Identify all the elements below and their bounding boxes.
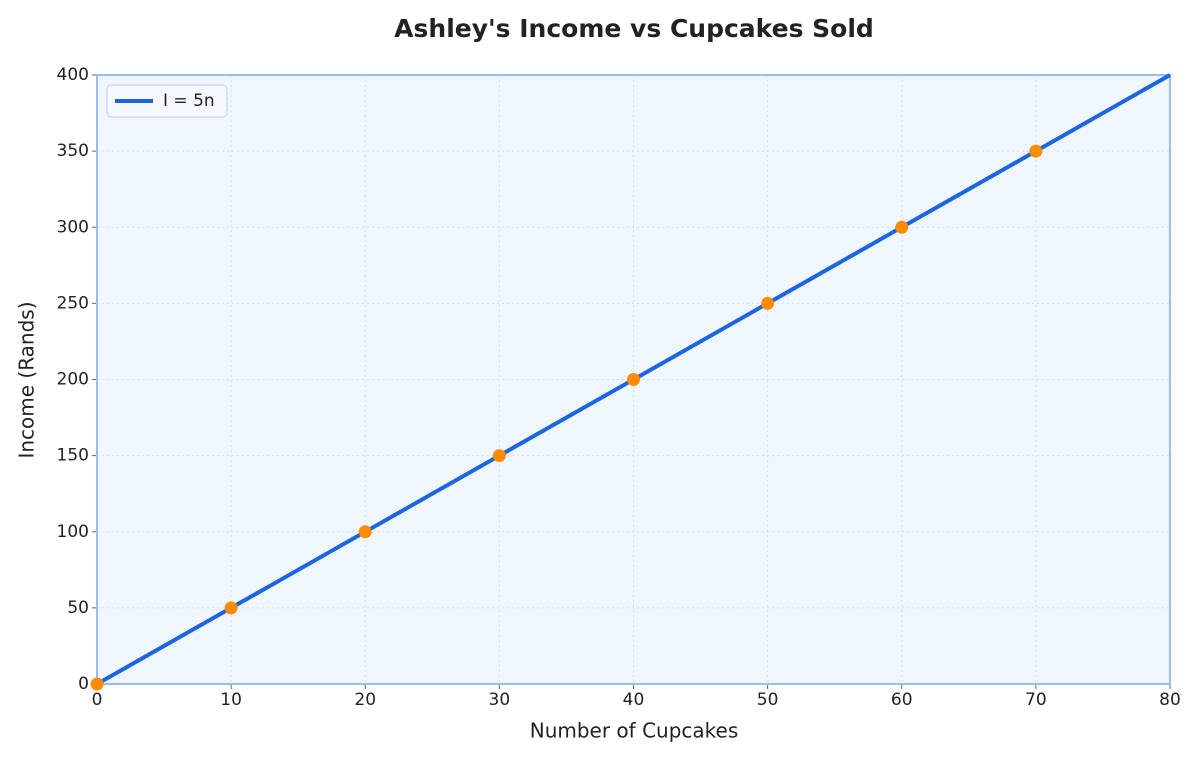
x-tick-label: 80 bbox=[1159, 690, 1181, 710]
x-tick-label: 60 bbox=[891, 690, 913, 710]
x-tick-label: 20 bbox=[354, 690, 376, 710]
y-tick-label: 250 bbox=[57, 293, 89, 313]
y-axis-label: Income (Rands) bbox=[15, 301, 39, 458]
data-point bbox=[492, 449, 506, 463]
data-point bbox=[358, 525, 372, 539]
y-tick-label: 150 bbox=[57, 446, 89, 466]
y-tick-label: 400 bbox=[57, 65, 89, 85]
x-tick-label: 0 bbox=[92, 690, 103, 710]
x-tick-label: 10 bbox=[220, 690, 242, 710]
chart-title: Ashley's Income vs Cupcakes Sold bbox=[394, 14, 874, 43]
y-tick-label: 200 bbox=[57, 370, 89, 390]
data-point bbox=[627, 373, 640, 386]
plot-frame bbox=[96, 74, 1171, 685]
y-tick-label: 300 bbox=[57, 217, 89, 237]
data-point bbox=[895, 220, 909, 234]
data-point bbox=[1029, 144, 1043, 158]
x-tick-label: 30 bbox=[489, 690, 511, 710]
x-axis-label: Number of Cupcakes bbox=[530, 719, 739, 743]
y-tick-label: 350 bbox=[57, 141, 89, 161]
y-tick-label: 50 bbox=[67, 598, 89, 618]
legend-box bbox=[106, 84, 228, 118]
y-tick-label: 0 bbox=[78, 674, 89, 694]
y-tick-label: 100 bbox=[57, 522, 89, 542]
legend-label: I = 5n bbox=[163, 91, 215, 111]
x-tick-label: 40 bbox=[623, 690, 645, 710]
x-tick-label: 50 bbox=[757, 690, 779, 710]
data-point bbox=[761, 296, 775, 310]
x-tick-label: 70 bbox=[1025, 690, 1047, 710]
data-point bbox=[224, 601, 238, 615]
data-point bbox=[90, 677, 104, 691]
